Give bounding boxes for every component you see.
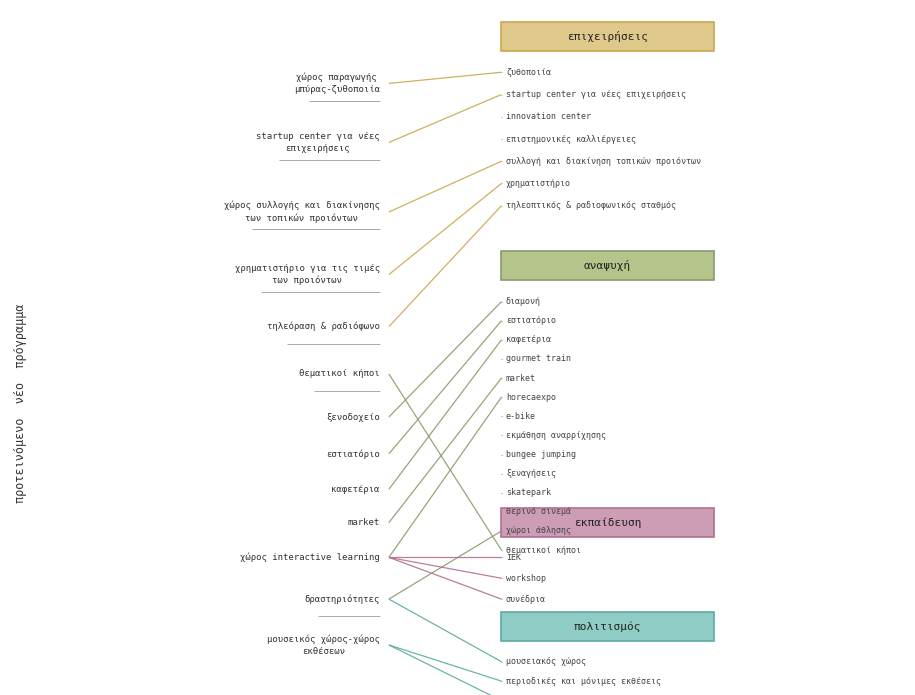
Text: market: market [506,374,536,382]
Text: bungee jumping: bungee jumping [506,450,576,459]
Text: gourmet train: gourmet train [506,354,571,363]
Text: θεματικοί κήποι: θεματικοί κήποι [506,546,581,555]
FancyBboxPatch shape [501,22,714,51]
Text: περιοδικές και μόνιμες εκθέσεις: περιοδικές και μόνιμες εκθέσεις [506,677,661,685]
Text: market: market [348,518,380,527]
Text: χρηματιστήριο για τις τιμές
των προιόντων: χρηματιστήριο για τις τιμές των προιόντω… [234,264,380,285]
Text: πολιτισμός: πολιτισμός [574,621,641,632]
Text: ξεναγήσεις: ξεναγήσεις [506,469,556,478]
Text: τηλεοπτικός & ραδιοφωνικός σταθμός: τηλεοπτικός & ραδιοφωνικός σταθμός [506,202,676,210]
Text: χώρος interactive learning: χώρος interactive learning [240,553,380,562]
Text: startup center για νέες επιχειρήσεις: startup center για νέες επιχειρήσεις [506,90,686,99]
Text: επιστημονικές καλλιέργειες: επιστημονικές καλλιέργειες [506,135,636,143]
Text: καφετέρια: καφετέρια [506,336,551,344]
Text: e-bike: e-bike [506,412,536,420]
Text: επιχειρήσεις: επιχειρήσεις [567,31,648,42]
Text: χρηματιστήριο: χρηματιστήριο [506,179,571,188]
Text: horecaexpo: horecaexpo [506,393,556,402]
Text: προτεινόμενο  νέο  πρόγραμμα: προτεινόμενο νέο πρόγραμμα [14,303,27,503]
Text: ΙΕΚ: ΙΕΚ [506,553,521,562]
Text: τηλεόραση & ραδιόφωνο: τηλεόραση & ραδιόφωνο [267,322,380,332]
Text: εκπαίδευση: εκπαίδευση [574,517,641,528]
FancyBboxPatch shape [501,251,714,280]
Text: workshop: workshop [506,574,546,582]
Text: μουσεικός χώρος-χώρος
εκθέσεων: μουσεικός χώρος-χώρος εκθέσεων [267,635,380,655]
Text: εστιατόριο: εστιατόριο [326,449,380,459]
Text: skatepark: skatepark [506,489,551,497]
Text: δραστηριότητες: δραστηριότητες [305,594,380,604]
Text: διαμονή: διαμονή [506,297,541,306]
Text: ζυθοποιία: ζυθοποιία [506,68,551,76]
Text: innovation center: innovation center [506,113,591,121]
Text: συλλογή και διακίνηση τοπικών προιόντων: συλλογή και διακίνηση τοπικών προιόντων [506,157,701,165]
Text: εστιατόριο: εστιατόριο [506,316,556,325]
Text: συνέδρια: συνέδρια [506,595,546,603]
Text: μουσειακός χώρος: μουσειακός χώρος [506,657,586,666]
Text: ξενοδοχείο: ξενοδοχείο [326,413,380,421]
FancyBboxPatch shape [501,612,714,641]
Text: startup center για νέες
επιχειρήσεις: startup center για νέες επιχειρήσεις [256,132,380,153]
Text: θεματικοί κήποι: θεματικοί κήποι [299,370,380,378]
Text: χώρος παραγωγής
μπύρας-ζυθοποιία: χώρος παραγωγής μπύρας-ζυθοποιία [294,73,380,94]
FancyBboxPatch shape [501,508,714,537]
Text: θερινό σινεμά: θερινό σινεμά [506,507,571,516]
Text: χώρος συλλογής και διακίνησης
των τοπικών προιόντων: χώρος συλλογής και διακίνησης των τοπικώ… [224,201,380,223]
Text: αναψυχή: αναψυχή [584,260,631,271]
Text: καφετέρια: καφετέρια [331,485,380,493]
Text: χώροι άθλησης: χώροι άθλησης [506,527,571,535]
Text: εκμάθηση αναρρίχησης: εκμάθηση αναρρίχησης [506,431,606,440]
